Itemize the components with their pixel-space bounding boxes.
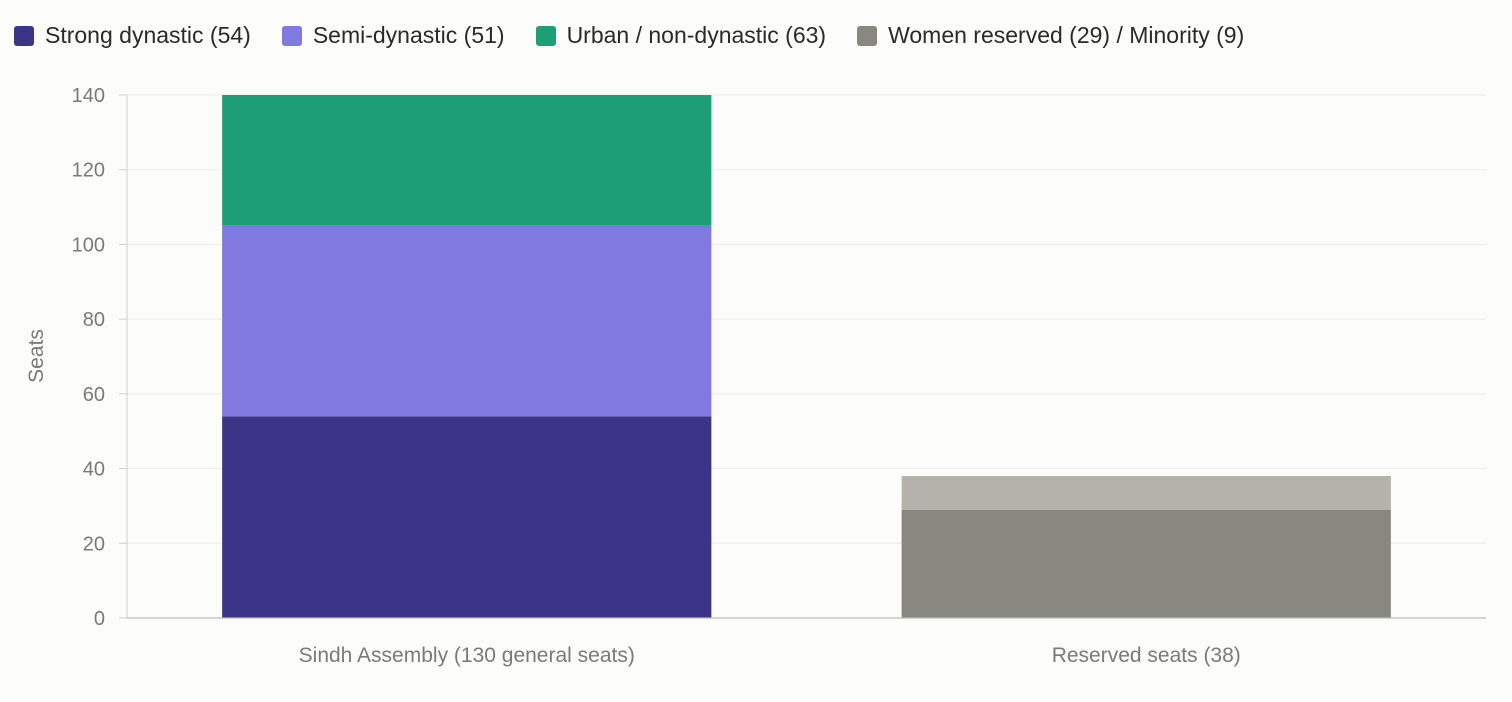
legend-item-semi-dynastic[interactable]: Semi-dynastic (51) — [281, 22, 505, 49]
legend-label: Semi-dynastic (51) — [312, 22, 505, 48]
bars — [222, 95, 1391, 618]
y-tick-label: 40 — [83, 459, 105, 481]
legend-swatch — [281, 25, 302, 46]
y-tick-labels: 0 20 40 60 80 100 120 140 — [72, 85, 127, 630]
legend-label: Strong dynastic (54) — [45, 22, 251, 48]
bar-segment[interactable] — [901, 476, 1391, 510]
bar-segment[interactable] — [222, 95, 712, 226]
legend-label: Urban / non-dynastic (63) — [566, 22, 827, 48]
axes — [126, 95, 1486, 619]
legend-swatch — [535, 25, 556, 46]
x-tick-labels: Sindh Assembly (130 general seats) Reserv… — [299, 644, 1241, 667]
y-tick-label: 60 — [83, 384, 105, 406]
y-tick-label: 0 — [94, 608, 105, 630]
x-tick-label: Sindh Assembly (130 general seats) — [299, 644, 635, 667]
legend-item-strong-dynastic[interactable]: Strong dynastic (54) — [14, 22, 251, 49]
x-tick-label: Reserved seats (38) — [1052, 644, 1241, 667]
y-tick-label: 20 — [83, 533, 105, 555]
y-tick-label: 140 — [72, 85, 105, 107]
y-axis-label: Seats — [25, 329, 48, 383]
bar-segment[interactable] — [901, 509, 1391, 618]
legend-label: Women reserved (29) / Minority (9) — [888, 22, 1245, 48]
y-tick-label: 100 — [72, 234, 105, 256]
legend-item-urban-non-dynastic[interactable]: Urban / non-dynastic (63) — [535, 22, 827, 49]
legend-swatch — [857, 25, 878, 46]
chart-legend: Strong dynastic (54) Semi-dynastic (51) … — [14, 22, 1275, 49]
legend-item-reserved[interactable]: Women reserved (29) / Minority (9) — [857, 22, 1244, 49]
bar-segment[interactable] — [222, 225, 712, 417]
bar-segment[interactable] — [222, 416, 712, 618]
y-tick-label: 80 — [83, 309, 105, 331]
y-tick-label: 120 — [72, 160, 105, 182]
legend-swatch — [14, 25, 34, 46]
